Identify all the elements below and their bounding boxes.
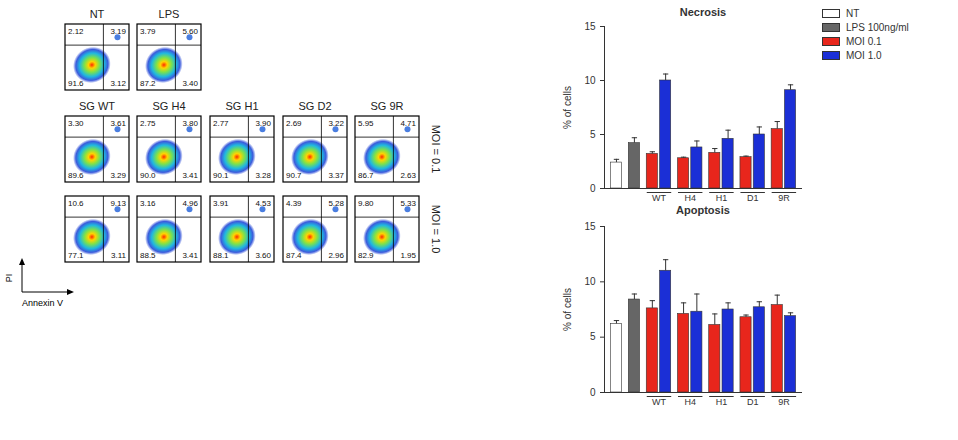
svg-text:5: 5 xyxy=(590,331,596,342)
svg-text:MOI = 1.0: MOI = 1.0 xyxy=(430,205,442,254)
svg-text:3.12: 3.12 xyxy=(110,79,126,88)
svg-text:91.6: 91.6 xyxy=(68,79,84,88)
svg-text:82.9: 82.9 xyxy=(358,251,374,260)
svg-text:5.60: 5.60 xyxy=(182,27,198,36)
svg-text:3.61: 3.61 xyxy=(110,119,126,128)
html-text:MOI 0.1: MOI 0.1 xyxy=(846,35,882,47)
svg-text:PI: PI xyxy=(4,274,14,283)
svg-text:10: 10 xyxy=(584,276,596,287)
svg-text:4.53: 4.53 xyxy=(255,199,271,208)
svg-text:2.96: 2.96 xyxy=(328,251,344,260)
svg-text:H1: H1 xyxy=(716,193,728,203)
svg-text:D1: D1 xyxy=(747,397,759,407)
html-text:NT: NT xyxy=(846,7,860,19)
svg-text:3.91: 3.91 xyxy=(213,199,229,208)
svg-text:2.77: 2.77 xyxy=(213,119,229,128)
svg-text:WT: WT xyxy=(652,193,666,203)
svg-text:9.80: 9.80 xyxy=(358,199,374,208)
svg-text:3.28: 3.28 xyxy=(255,171,271,180)
svg-text:77.1: 77.1 xyxy=(68,251,84,260)
svg-text:15: 15 xyxy=(584,221,596,232)
svg-text:2.75: 2.75 xyxy=(140,119,156,128)
html-text:Necrosis: Necrosis xyxy=(679,6,727,18)
svg-text:0: 0 xyxy=(590,183,596,194)
svg-text:3.41: 3.41 xyxy=(182,171,198,180)
svg-text:2.69: 2.69 xyxy=(286,119,302,128)
svg-text:3.41: 3.41 xyxy=(182,251,198,260)
svg-text:90.1: 90.1 xyxy=(213,171,229,180)
svg-text:9.13: 9.13 xyxy=(110,199,126,208)
html-text:Apoptosis: Apoptosis xyxy=(676,204,730,216)
svg-text:H4: H4 xyxy=(684,397,696,407)
svg-text:4.71: 4.71 xyxy=(400,119,416,128)
svg-text:86.7: 86.7 xyxy=(358,171,374,180)
svg-text:H1: H1 xyxy=(716,397,728,407)
svg-text:5.95: 5.95 xyxy=(358,119,374,128)
svg-text:9R: 9R xyxy=(778,193,790,203)
svg-text:4.96: 4.96 xyxy=(182,199,198,208)
svg-text:3.22: 3.22 xyxy=(328,119,344,128)
svg-text:1.95: 1.95 xyxy=(400,251,416,260)
svg-text:4.39: 4.39 xyxy=(286,199,302,208)
svg-text:% of cells: % of cells xyxy=(562,288,573,331)
svg-text:SG D2: SG D2 xyxy=(298,100,331,112)
svg-text:3.80: 3.80 xyxy=(182,119,198,128)
svg-text:SG WT: SG WT xyxy=(79,100,115,112)
svg-text:10: 10 xyxy=(584,75,596,86)
svg-text:3.11: 3.11 xyxy=(111,251,127,260)
svg-text:89.6: 89.6 xyxy=(68,171,84,180)
svg-text:3.19: 3.19 xyxy=(110,27,126,36)
svg-text:90.0: 90.0 xyxy=(140,171,156,180)
svg-text:Annexin V: Annexin V xyxy=(22,298,63,308)
svg-text:88.1: 88.1 xyxy=(213,251,229,260)
svg-text:3.60: 3.60 xyxy=(255,251,271,260)
svg-text:3.79: 3.79 xyxy=(140,27,156,36)
svg-text:3.90: 3.90 xyxy=(255,119,271,128)
html-text:LPS 100ng/ml: LPS 100ng/ml xyxy=(846,21,909,33)
svg-text:SG H4: SG H4 xyxy=(152,100,185,112)
html-text:MOI 1.0: MOI 1.0 xyxy=(846,49,882,61)
svg-text:88.5: 88.5 xyxy=(140,251,156,260)
svg-text:3.37: 3.37 xyxy=(328,171,344,180)
svg-text:SG H1: SG H1 xyxy=(225,100,258,112)
svg-text:9R: 9R xyxy=(778,397,790,407)
svg-text:5.33: 5.33 xyxy=(400,199,416,208)
svg-text:3.29: 3.29 xyxy=(110,171,126,180)
svg-text:WT: WT xyxy=(652,397,666,407)
svg-text:2.63: 2.63 xyxy=(400,171,416,180)
svg-text:5.28: 5.28 xyxy=(328,199,344,208)
svg-text:10.6: 10.6 xyxy=(68,199,84,208)
svg-text:3.30: 3.30 xyxy=(68,119,84,128)
svg-text:5: 5 xyxy=(590,129,596,140)
svg-text:H4: H4 xyxy=(684,193,696,203)
svg-text:87.4: 87.4 xyxy=(286,251,302,260)
svg-text:NT: NT xyxy=(90,8,105,20)
svg-text:15: 15 xyxy=(584,21,596,32)
svg-text:3.40: 3.40 xyxy=(182,79,198,88)
svg-text:0: 0 xyxy=(590,387,596,398)
svg-text:3.16: 3.16 xyxy=(140,199,156,208)
svg-text:D1: D1 xyxy=(747,193,759,203)
svg-text:SG 9R: SG 9R xyxy=(370,100,403,112)
svg-text:90.7: 90.7 xyxy=(286,171,302,180)
svg-text:87.2: 87.2 xyxy=(140,79,156,88)
svg-text:LPS: LPS xyxy=(159,8,180,20)
svg-text:2.12: 2.12 xyxy=(68,27,84,36)
svg-text:MOI = 0.1: MOI = 0.1 xyxy=(430,125,442,174)
svg-text:% of cells: % of cells xyxy=(562,86,573,129)
